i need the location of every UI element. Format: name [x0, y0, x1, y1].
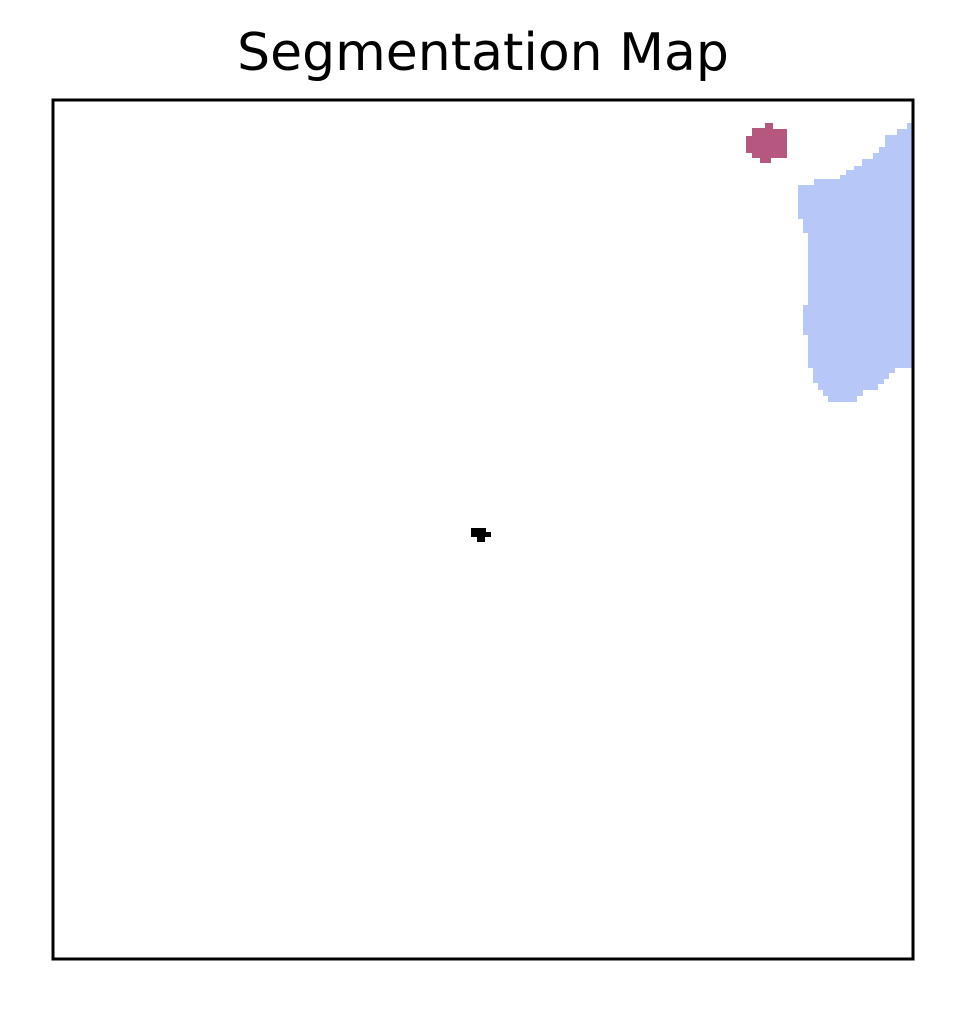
segment-black: [471, 528, 491, 542]
segment-crimson: [746, 123, 787, 163]
segment-light-blue: [798, 123, 912, 402]
map-frame: [51, 98, 915, 961]
figure-title: Segmentation Map: [237, 23, 729, 83]
